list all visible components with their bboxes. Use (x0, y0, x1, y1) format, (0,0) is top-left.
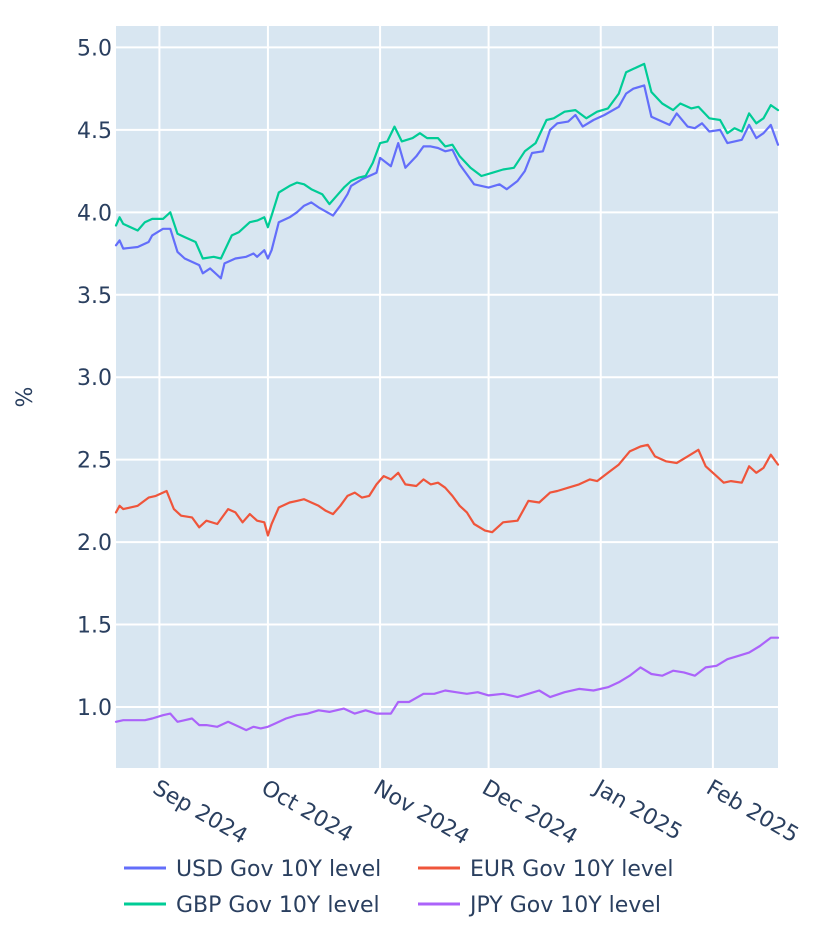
x-tick-label: Jan 2025 (588, 775, 686, 846)
legend: USD Gov 10Y level EUR Gov 10Y level GBP Go… (124, 857, 674, 918)
legend-label: JPY Gov 10Y level (468, 893, 661, 918)
y-tick-label: 4.5 (77, 119, 112, 144)
y-tick-label: 4.0 (77, 201, 112, 226)
legend-item-usd-gov-10y-level[interactable]: USD Gov 10Y level (124, 857, 381, 882)
legend-label: GBP Gov 10Y level (176, 893, 380, 918)
y-tick-label: 5.0 (77, 36, 112, 61)
x-tick-label: Nov 2024 (369, 776, 473, 851)
series-line-eur-gov-10y-level (114, 443, 780, 537)
x-tick-label: Sep 2024 (148, 776, 251, 850)
x-gridlines (158, 26, 714, 768)
plot-area (116, 26, 778, 768)
legend-item-jpy-gov-10y-level[interactable]: JPY Gov 10Y level (418, 893, 661, 918)
legend-label: EUR Gov 10Y level (470, 857, 674, 882)
y-axis-title: % (13, 387, 38, 408)
x-tick-label: Feb 2025 (702, 776, 803, 849)
y-tick-label: 2.0 (77, 531, 112, 556)
y-tick-label: 3.5 (77, 284, 112, 309)
legend-item-eur-gov-10y-level[interactable]: EUR Gov 10Y level (418, 857, 674, 882)
legend-item-gbp-gov-10y-level[interactable]: GBP Gov 10Y level (124, 893, 380, 918)
y-tick-label: 1.0 (77, 696, 112, 721)
x-tick-label: Oct 2024 (257, 776, 357, 848)
series-line-jpy-gov-10y-level (114, 636, 780, 732)
x-tick-label: Dec 2024 (478, 776, 582, 850)
series-line-usd-gov-10y-level (114, 84, 780, 280)
x-axis-tick-labels: Sep 2024 Oct 2024 Nov 2024 Dec 2024 Jan 2025… (148, 775, 802, 851)
y-tick-label: 3.0 (77, 366, 112, 391)
y-tick-label: 2.5 (77, 449, 112, 474)
series-line-gbp-gov-10y-level (114, 62, 780, 260)
legend-label: USD Gov 10Y level (176, 857, 381, 882)
series-lines (114, 62, 780, 732)
y-gridlines (116, 46, 778, 708)
y-tick-label: 1.5 (77, 614, 112, 639)
y-axis-tick-labels: 1.0 1.5 2.0 2.5 3.0 3.5 4.0 4.5 5.0 (77, 36, 112, 721)
